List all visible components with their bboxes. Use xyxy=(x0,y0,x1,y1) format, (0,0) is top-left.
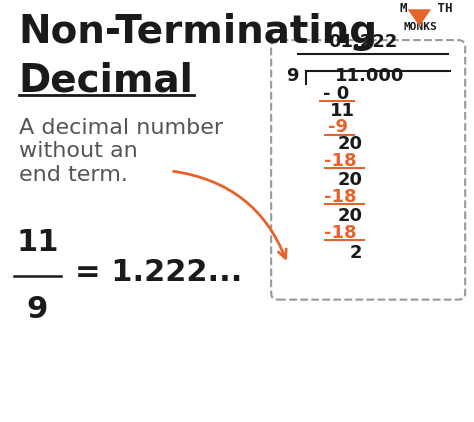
Text: -18: -18 xyxy=(324,152,356,170)
Text: Non-Terminating: Non-Terminating xyxy=(18,13,378,51)
Text: 9: 9 xyxy=(286,67,298,85)
Text: A decimal number: A decimal number xyxy=(18,118,223,138)
Text: -18: -18 xyxy=(324,224,356,242)
Text: Decimal: Decimal xyxy=(18,61,193,99)
Text: 11.000: 11.000 xyxy=(335,67,404,85)
Text: M    TH: M TH xyxy=(400,2,452,15)
Text: MONKS: MONKS xyxy=(403,22,437,32)
Text: -18: -18 xyxy=(324,188,356,206)
FancyBboxPatch shape xyxy=(271,40,465,300)
Text: 11: 11 xyxy=(16,228,59,257)
Text: 20: 20 xyxy=(337,171,362,189)
Text: 01.222: 01.222 xyxy=(328,33,397,51)
Text: 2: 2 xyxy=(350,244,363,262)
Text: 20: 20 xyxy=(337,135,362,153)
Text: = 1.222...: = 1.222... xyxy=(75,258,242,287)
Text: without an: without an xyxy=(18,141,137,161)
Text: -9: -9 xyxy=(328,119,347,136)
Text: end term.: end term. xyxy=(18,165,128,184)
Text: - 0: - 0 xyxy=(323,85,349,103)
Text: 9: 9 xyxy=(27,295,48,325)
Polygon shape xyxy=(408,9,431,26)
Text: 11: 11 xyxy=(330,102,355,119)
Text: 20: 20 xyxy=(337,207,362,225)
